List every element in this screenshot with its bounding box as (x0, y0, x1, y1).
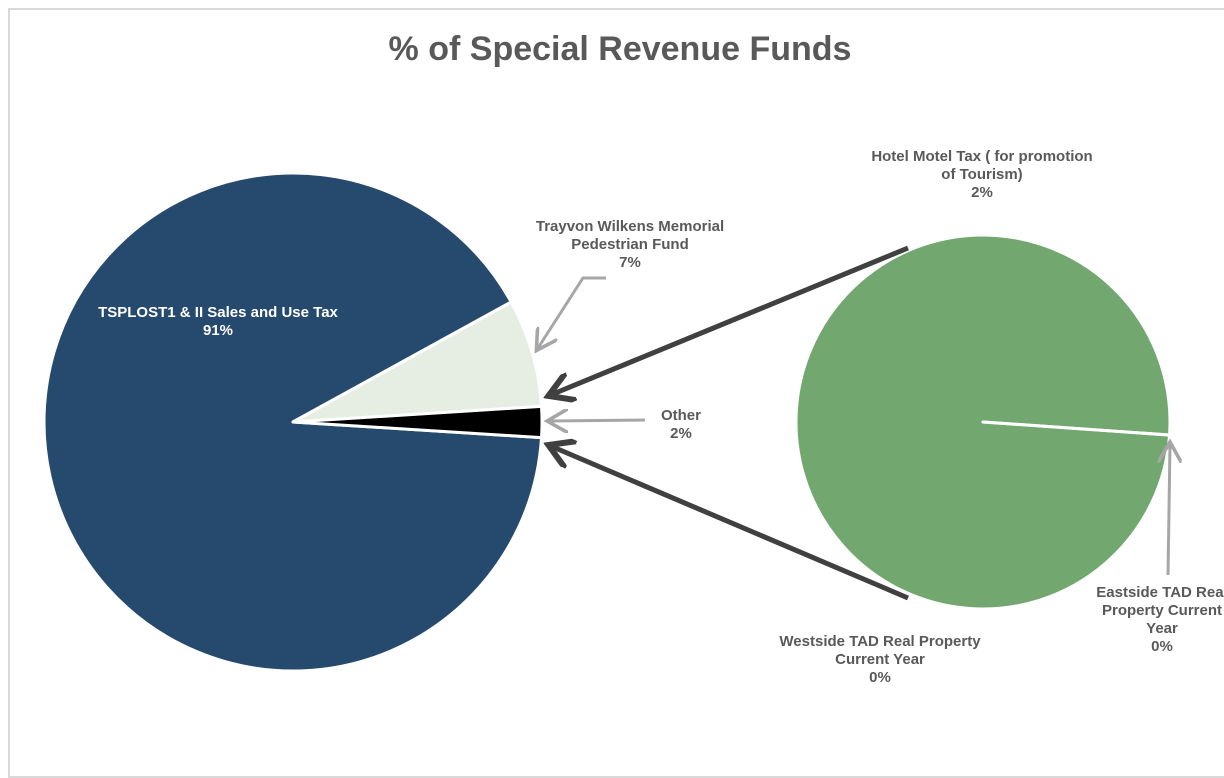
data-label: Westside TAD Real Property Current Year 0… (765, 633, 995, 687)
pie-slice (291, 300, 544, 424)
category-label: TSPLOST1 & II Sales and Use Tax (98, 304, 338, 321)
value-label: 2% (971, 184, 993, 201)
category-label: Other (660, 407, 701, 424)
value-label: 2% (670, 425, 692, 442)
data-label: Other 2% (641, 407, 721, 443)
chart-title: % of Special Revenue Funds (388, 30, 852, 68)
leader-line (1168, 445, 1170, 576)
leader-line (538, 276, 606, 348)
category-label: Trayvon Wilkens Memorial Pedestrian Fund (535, 218, 725, 253)
data-label: Trayvon Wilkens Memorial Pedestrian Fund… (530, 218, 730, 272)
connector (553, 447, 909, 601)
pie-slice (291, 404, 544, 440)
data-label: Eastside TAD Real Property Current Year 0… (1092, 584, 1224, 656)
value-label: 0% (1151, 638, 1173, 655)
data-label: Hotel Motel Tax ( for promotion of Touri… (867, 148, 1097, 202)
pie-slice (981, 420, 1172, 437)
value-label: 91% (202, 322, 234, 339)
chart-frame (8, 8, 1224, 778)
category-label: Hotel Motel Tax ( for promotion of Touri… (871, 148, 1093, 183)
leader-line (550, 420, 646, 421)
category-label: Westside TAD Real Property Current Year (779, 633, 981, 668)
value-label: 0% (869, 669, 891, 686)
category-label: Eastside TAD Real Property Current Year (1096, 584, 1224, 637)
value-label: 7% (619, 254, 641, 271)
connector (553, 245, 909, 394)
data-label: TSPLOST1 & II Sales and Use Tax 91% (88, 304, 348, 340)
